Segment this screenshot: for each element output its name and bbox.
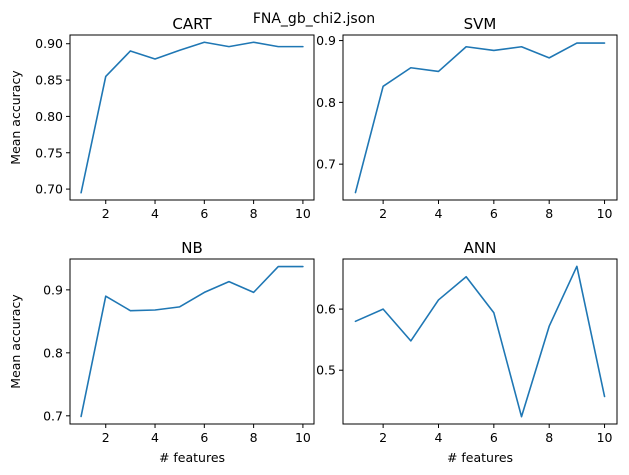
y-tick-label: 0.70 (35, 182, 63, 197)
subplot-title: CART (172, 15, 212, 33)
y-tick-label: 0.80 (35, 109, 63, 124)
y-tick-label: 0.90 (35, 36, 63, 51)
y-tick-label: 0.8 (316, 95, 336, 110)
x-tick-label: 4 (151, 430, 159, 445)
y-tick-label: 0.6 (316, 302, 336, 317)
subplot-title: NB (181, 239, 203, 257)
subplot-cart: CART 2 4 6 8 10 0.70 0.75 0.80 0.85 0.90 Mean accur… (8, 15, 315, 221)
y-tick-label: 0.9 (43, 282, 63, 297)
series-line (80, 41, 304, 194)
x-axis-label: # features (447, 450, 513, 465)
y-axis-label: Mean accuracy (8, 70, 23, 165)
x-tick-label: 4 (435, 430, 443, 445)
x-axis-label: # features (159, 450, 225, 465)
x-tick-label: 2 (379, 430, 387, 445)
x-tick-label: 8 (250, 430, 258, 445)
series-line (80, 265, 304, 418)
x-tick-label: 6 (490, 430, 498, 445)
plot-frame (69, 258, 315, 425)
x-tick-label: 6 (200, 430, 208, 445)
x-tick-label: 2 (102, 206, 110, 221)
x-tick-label: 2 (379, 206, 387, 221)
x-tick-label: 2 (102, 430, 110, 445)
x-tick-label: 6 (490, 206, 498, 221)
y-tick-label: 0.8 (43, 345, 63, 360)
x-tick-label: 4 (435, 206, 443, 221)
subplot-title: SVM (464, 15, 497, 33)
plot-frame (342, 34, 618, 201)
y-tick-label: 0.5 (316, 363, 336, 378)
x-tick-label: 6 (200, 206, 208, 221)
subplot-grid: CART 2 4 6 8 10 0.70 0.75 0.80 0.85 0.90 Mean accur… (8, 15, 618, 465)
y-axis-label: Mean accuracy (8, 294, 23, 389)
y-tick-label: 0.7 (43, 408, 63, 423)
x-tick-label: 8 (545, 430, 553, 445)
x-tick-label: 10 (597, 430, 613, 445)
subplot-nb: NB 2 4 6 8 10 0.7 0.8 0.9 # features Mean accuracy (8, 239, 315, 465)
y-tick-label: 0.85 (35, 73, 63, 88)
y-tick-label: 0.9 (316, 33, 336, 48)
subplot-title: ANN (464, 239, 497, 257)
x-tick-label: 10 (295, 430, 311, 445)
x-tick-label: 10 (295, 206, 311, 221)
x-tick-label: 10 (597, 206, 613, 221)
y-tick-label: 0.75 (35, 145, 63, 160)
x-tick-label: 4 (151, 206, 159, 221)
subplot-svm: SVM 2 4 6 8 10 0.7 0.8 0.9 (316, 15, 618, 221)
subplot-ann: ANN 2 4 6 8 10 0.5 0.6 # features (316, 239, 618, 465)
x-tick-label: 8 (545, 206, 553, 221)
series-line (354, 265, 606, 418)
x-tick-label: 8 (250, 206, 258, 221)
y-tick-label: 0.7 (316, 157, 336, 172)
plot-frame (69, 34, 315, 201)
series-line (354, 42, 606, 194)
figure-suptitle: FNA_gb_chi2.json (253, 11, 375, 27)
plot-frame (342, 258, 618, 425)
